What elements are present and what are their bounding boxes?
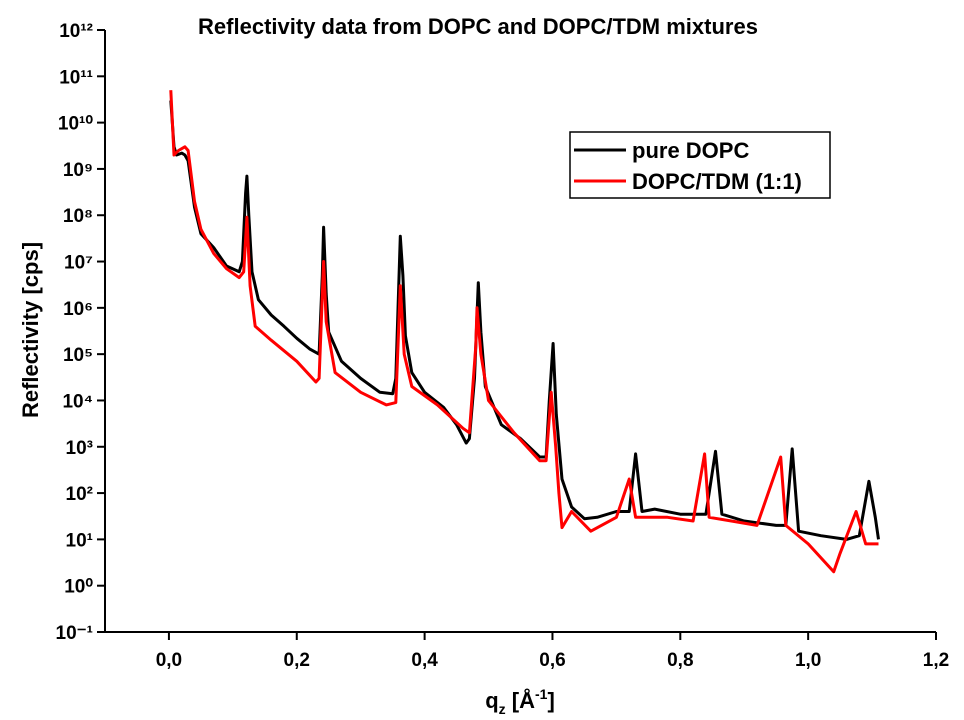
y-tick-label: 10¹¹ bbox=[59, 67, 93, 88]
y-tick-label: 10⁰ bbox=[64, 577, 93, 598]
y-tick-label: 10¹ bbox=[66, 530, 93, 551]
y-tick-label: 10¹⁰ bbox=[58, 114, 93, 135]
y-axis-label: Reflectivity [cps] bbox=[18, 242, 43, 418]
x-tick-label: 0,8 bbox=[667, 650, 693, 671]
y-tick-label: 10⁸ bbox=[63, 206, 93, 227]
legend-label: pure DOPC bbox=[632, 138, 749, 163]
legend-box bbox=[569, 131, 831, 199]
data-line bbox=[169, 90, 879, 574]
y-tick-label: 10⁹ bbox=[63, 160, 93, 181]
y-tick-label: 10¹² bbox=[59, 21, 93, 42]
x-label-part: z bbox=[499, 701, 506, 717]
x-axis-label: qz [Å-1] bbox=[485, 686, 555, 717]
y-tick-label: 10⁷ bbox=[64, 253, 93, 274]
y-tick-label: 10⁴ bbox=[62, 391, 93, 412]
legend-label: DOPC/TDM (1:1) bbox=[632, 169, 802, 194]
x-label-part: [Å bbox=[506, 687, 535, 713]
x-tick-label: 0,4 bbox=[411, 650, 438, 671]
x-tick-label: 1,2 bbox=[923, 650, 949, 671]
x-tick-label: 0,6 bbox=[539, 650, 565, 671]
y-tick-label: 10² bbox=[66, 484, 93, 505]
x-label-part: -1 bbox=[535, 686, 548, 702]
data-line bbox=[169, 100, 880, 541]
x-label-part: q bbox=[485, 688, 498, 713]
y-tick-label: 10⁵ bbox=[63, 345, 93, 366]
chart-title: Reflectivity data from DOPC and DOPC/TDM… bbox=[198, 14, 758, 39]
x-tick-label: 1,0 bbox=[795, 650, 821, 671]
x-tick-label: 0,2 bbox=[284, 650, 310, 671]
x-tick-label: 0,0 bbox=[156, 650, 182, 671]
x-label-part: ] bbox=[547, 688, 554, 713]
y-tick-label: 10⁶ bbox=[63, 299, 93, 320]
y-tick-label: 10³ bbox=[66, 438, 93, 459]
y-tick-label: 10⁻¹ bbox=[56, 623, 94, 644]
